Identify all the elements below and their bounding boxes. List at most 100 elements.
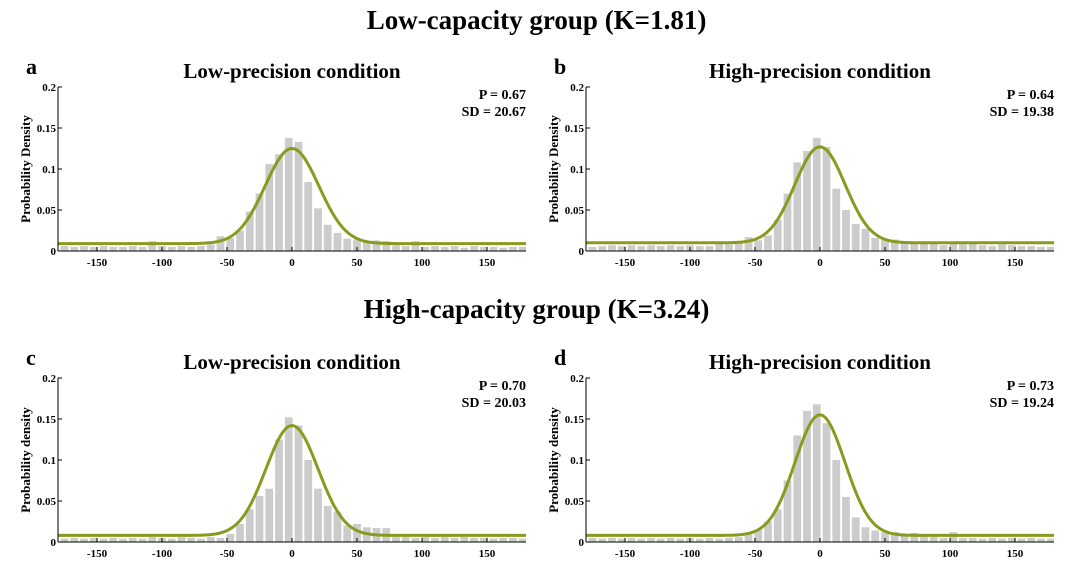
histogram-bar xyxy=(206,244,215,251)
histogram-bar xyxy=(861,228,870,251)
histogram-bar xyxy=(588,537,597,542)
histogram-bar xyxy=(138,246,147,251)
x-tick-label: 0 xyxy=(289,548,295,560)
fit-stat-text: P = 0.64 xyxy=(1007,88,1054,103)
histogram-bar xyxy=(294,141,303,251)
histogram-bar xyxy=(489,246,498,251)
x-tick-label: 50 xyxy=(880,257,892,269)
y-tick-label: 0.05 xyxy=(37,205,57,217)
histogram-bar xyxy=(323,224,332,251)
fit-stat-text: SD = 20.67 xyxy=(462,105,526,120)
histogram-bar xyxy=(509,537,517,542)
histogram-bar xyxy=(764,235,772,251)
x-tick-label: 150 xyxy=(1007,257,1024,269)
histogram-bar xyxy=(450,246,459,251)
histogram-bar xyxy=(666,537,675,542)
histogram-bar xyxy=(676,538,685,542)
panel-letter: d xyxy=(554,345,566,370)
histogram-bar xyxy=(959,244,967,251)
panel-letter: c xyxy=(26,345,36,370)
x-tick-label: 150 xyxy=(479,257,496,269)
histogram-bar xyxy=(998,244,1006,251)
histogram-bar xyxy=(773,509,782,542)
histogram-bar xyxy=(666,245,675,251)
fit-stat-text: P = 0.67 xyxy=(479,88,526,103)
chart-panel-b: b High-precision condition 0 0.05 0.1 0.15 0.2… xyxy=(528,52,1064,272)
x-tick-label: -50 xyxy=(748,257,763,269)
histogram-bar xyxy=(216,236,225,251)
histogram-bar xyxy=(197,538,205,542)
histogram-bar xyxy=(890,532,899,542)
histogram-bar xyxy=(949,532,958,542)
histogram-bar xyxy=(128,537,137,542)
histogram-bar xyxy=(881,238,889,251)
histogram-bar xyxy=(822,146,831,251)
histogram-bar xyxy=(793,435,802,542)
histogram-bar xyxy=(216,537,225,542)
histogram-bar xyxy=(226,533,235,542)
chart-svg: b High-precision condition 0 0.05 0.1 0.15 0.2… xyxy=(546,54,1054,269)
histogram-bar xyxy=(450,537,459,542)
histogram-bar xyxy=(676,246,685,251)
histogram-bar xyxy=(343,238,352,251)
panel-letter: a xyxy=(26,54,37,79)
histogram-bar xyxy=(647,537,655,542)
x-tick-label: -100 xyxy=(152,257,173,269)
chart-panel-d: d High-precision condition 0 0.05 0.1 0.15 0.2… xyxy=(528,343,1064,563)
histogram-bar xyxy=(70,246,79,251)
histogram-bar xyxy=(401,537,410,542)
histogram-bar xyxy=(705,537,714,542)
histogram-bar xyxy=(1017,538,1026,542)
histogram-bar xyxy=(99,246,108,251)
histogram-bar xyxy=(656,538,665,542)
y-tick-label: 0.15 xyxy=(565,123,585,135)
histogram-bar xyxy=(60,538,69,542)
histogram-bar xyxy=(588,246,597,251)
histogram-bar xyxy=(851,517,860,542)
histogram-bar xyxy=(392,245,400,251)
y-tick-label: 0.2 xyxy=(570,82,584,94)
fit-stat-text: P = 0.70 xyxy=(479,379,526,394)
histogram-bar xyxy=(968,537,977,542)
histogram-bar xyxy=(470,537,478,542)
histogram-bar xyxy=(881,532,889,542)
chart-svg: c Low-precision condition 0 0.05 0.1 0.15 0.2 -… xyxy=(18,345,526,560)
x-tick-label: 100 xyxy=(942,257,959,269)
y-axis-label: Probability density xyxy=(18,407,33,513)
histogram-bar xyxy=(929,537,938,542)
histogram-bar xyxy=(479,246,488,251)
chart-svg: d High-precision condition 0 0.05 0.1 0.15 0.2… xyxy=(546,345,1054,560)
histogram-bars xyxy=(60,417,526,542)
histogram-bar xyxy=(440,246,449,251)
y-axis-label: Probability Density xyxy=(546,115,561,223)
x-tick-label: -150 xyxy=(87,257,108,269)
histogram-bar xyxy=(421,246,430,251)
histogram-bar xyxy=(304,460,313,542)
histogram-bar xyxy=(353,239,361,251)
histogram-bar xyxy=(119,246,127,251)
fit-stat-text: SD = 19.38 xyxy=(990,105,1054,120)
histogram-bar xyxy=(265,164,274,251)
histogram-bar xyxy=(167,246,176,251)
y-tick-label: 0 xyxy=(579,246,585,258)
histogram-bar xyxy=(343,525,352,542)
histogram-bar xyxy=(382,241,391,251)
y-tick-label: 0.1 xyxy=(42,164,56,176)
y-tick-label: 0 xyxy=(51,537,57,549)
histogram-bar xyxy=(460,537,469,542)
x-tick-label: -100 xyxy=(680,548,701,560)
histogram-bar xyxy=(245,211,254,251)
panel-title: High-precision condition xyxy=(709,350,931,374)
histogram-bar xyxy=(431,246,439,251)
x-tick-label: 50 xyxy=(352,257,364,269)
histogram-bar xyxy=(725,537,733,542)
histogram-bar xyxy=(226,237,235,251)
histogram-bar xyxy=(460,247,469,251)
fit-curve xyxy=(586,145,1054,245)
histogram-bar xyxy=(392,537,400,542)
histogram-bar xyxy=(109,537,118,542)
histogram-bar xyxy=(978,538,987,542)
histogram-bar xyxy=(206,537,215,542)
histogram-bar xyxy=(822,423,831,542)
y-tick-label: 0.15 xyxy=(37,414,57,426)
